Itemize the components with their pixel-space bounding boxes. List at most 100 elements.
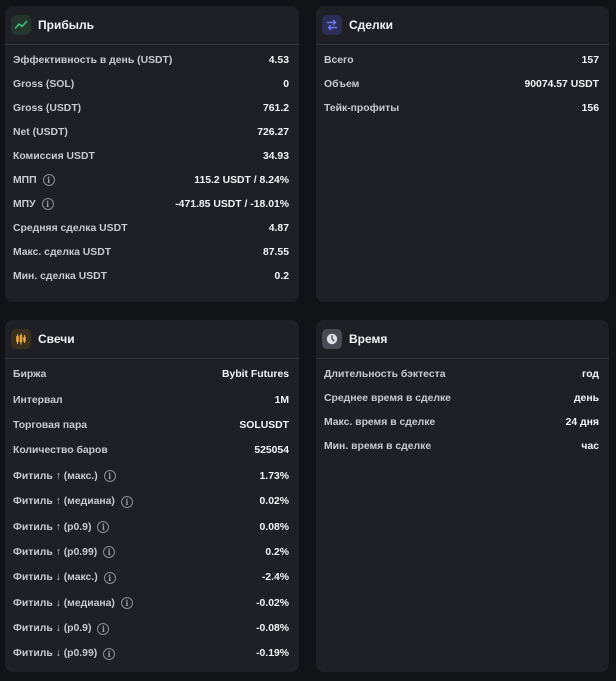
- time-stat-row: Макс. время в сделке 24 дня: [316, 410, 609, 434]
- candles-rows: Биржа Bybit Futures Интервал 1M Торговая пар…: [5, 359, 299, 667]
- profit-stat-row: Комиссия USDT 34.93: [5, 144, 299, 168]
- deals-stat-value: 157: [581, 54, 599, 66]
- time-stat-value: год: [582, 368, 599, 380]
- candles-stat-label-text: Интервал: [13, 394, 63, 406]
- profit-stat-row: Мин. сделка USDT 0.2: [5, 264, 299, 288]
- profit-stat-label: МПП i: [13, 174, 55, 186]
- info-icon[interactable]: i: [97, 521, 110, 534]
- profit-stat-row: Эффективность в день (USDT) 4.53: [5, 48, 299, 72]
- profit-stat-row: Gross (SOL) 0: [5, 72, 299, 96]
- profit-stat-value: 726.27: [257, 126, 289, 138]
- candles-stat-value: -0.08%: [256, 623, 289, 635]
- info-icon[interactable]: i: [103, 546, 116, 559]
- candles-stat-label: Торговая пара: [13, 420, 87, 431]
- time-stat-value: час: [581, 440, 599, 452]
- candles-stat-value: 1.73%: [259, 470, 289, 482]
- profit-stat-label-text: Эффективность в день (USDT): [13, 54, 173, 66]
- info-icon[interactable]: i: [120, 495, 133, 508]
- deals-stat-row: Всего 157: [316, 48, 609, 72]
- deals-stat-label-text: Всего: [324, 54, 354, 66]
- profit-stat-row: Gross (USDT) 761.2: [5, 96, 299, 120]
- profit-stat-value: 0.2: [274, 270, 289, 282]
- deals-stat-label-text: Тейк-профиты: [324, 102, 400, 114]
- info-icon[interactable]: i: [97, 622, 110, 635]
- profit-stat-row: МПП i 115.2 USDT / 8.24%: [5, 168, 299, 192]
- candles-stat-row: Фитиль ↓ (макс.) i -2.4%: [5, 565, 299, 590]
- candles-card-header: Свечи: [5, 320, 299, 359]
- candles-stat-label: Интервал: [13, 395, 63, 406]
- candles-stat-value: -2.4%: [261, 572, 289, 584]
- deals-rows: Всего 157 Объем 90074.57 USDT Тейк-профиты 15…: [316, 45, 609, 120]
- time-card-title: Время: [349, 332, 388, 346]
- time-rows: Длительность бэктеста год Среднее время в …: [316, 359, 609, 458]
- candles-stat-value: -0.02%: [256, 597, 289, 609]
- profit-stat-label: МПУ i: [13, 198, 54, 210]
- profit-stat-label-text: Net (USDT): [13, 126, 68, 138]
- time-stat-label: Мин. время в сделке: [324, 441, 431, 452]
- profit-stat-value: 4.87: [268, 222, 289, 234]
- info-icon[interactable]: i: [42, 174, 55, 186]
- info-icon[interactable]: i: [103, 571, 116, 584]
- candles-stat-value: SOLUSDT: [239, 419, 289, 431]
- info-icon[interactable]: i: [41, 198, 54, 210]
- deals-stat-row: Объем 90074.57 USDT: [316, 72, 609, 96]
- profit-stat-label: Комиссия USDT: [13, 151, 95, 162]
- time-stat-label: Среднее время в сделке: [324, 393, 451, 404]
- candles-stat-label: Фитиль ↑ (p0.9) i: [13, 521, 110, 534]
- candles-stat-label-text: Фитиль ↑ (медиана): [13, 496, 115, 508]
- candles-stat-label: Фитиль ↓ (p0.9) i: [13, 622, 110, 635]
- info-icon[interactable]: i: [103, 470, 116, 483]
- time-stat-row: Среднее время в сделке день: [316, 386, 609, 410]
- time-card: Время Длительность бэктеста год Среднее вр…: [316, 320, 609, 672]
- candles-stat-row: Торговая пара SOLUSDT: [5, 413, 299, 438]
- candles-stat-row: Количество баров 525054: [5, 438, 299, 463]
- profit-stat-label-text: Макс. сделка USDT: [13, 246, 112, 258]
- candles-stat-label-text: Фитиль ↓ (p0.99): [13, 648, 98, 660]
- candles-card: Свечи Биржа Bybit Futures Интервал 1M Торгов…: [5, 320, 299, 672]
- candles-stat-value: Bybit Futures: [222, 369, 289, 381]
- candles-stat-row: Фитиль ↑ (p0.99) i 0.2%: [5, 540, 299, 565]
- candles-stat-label-text: Фитиль ↑ (p0.99): [13, 546, 98, 558]
- profit-stat-label-text: Gross (USDT): [13, 102, 82, 114]
- swap-arrows-icon: [322, 15, 342, 35]
- profit-stat-value: 761.2: [262, 102, 289, 114]
- profit-card-header: Прибыль: [5, 6, 299, 45]
- candles-stat-label: Фитиль ↑ (p0.99) i: [13, 546, 116, 559]
- profit-stat-label: Средняя сделка USDT: [13, 223, 127, 234]
- candles-stat-row: Интервал 1M: [5, 387, 299, 412]
- candles-stat-row: Фитиль ↑ (макс.) i 1.73%: [5, 464, 299, 489]
- candles-stat-label: Фитиль ↑ (макс.) i: [13, 470, 116, 483]
- candles-stat-label-text: Торговая пара: [13, 419, 88, 431]
- candles-stat-label-text: Фитиль ↑ (макс.): [13, 470, 98, 482]
- candles-stat-label: Биржа: [13, 369, 46, 380]
- profit-stat-row: Средняя сделка USDT 4.87: [5, 216, 299, 240]
- deals-card: Сделки Всего 157 Объем 90074.57 USDT Тейк-пр…: [316, 6, 609, 302]
- deals-card-header: Сделки: [316, 6, 609, 45]
- profit-stat-label-text: МПП: [13, 174, 37, 186]
- candles-stat-label-text: Биржа: [13, 369, 47, 381]
- candles-stat-value: 0.2%: [265, 546, 289, 558]
- profit-stat-label: Gross (SOL): [13, 79, 74, 90]
- profit-stat-row: Net (USDT) 726.27: [5, 120, 299, 144]
- profit-stat-label: Эффективность в день (USDT): [13, 55, 172, 66]
- candlestick-icon: [11, 329, 31, 349]
- time-stat-label: Макс. время в сделке: [324, 417, 435, 428]
- candles-stat-label: Фитиль ↓ (макс.) i: [13, 571, 116, 584]
- candles-card-title: Свечи: [38, 332, 75, 346]
- deals-stat-value: 90074.57 USDT: [524, 78, 599, 90]
- candles-stat-value: 525054: [254, 445, 289, 457]
- profit-stat-label: Net (USDT): [13, 127, 68, 138]
- candles-stat-label-text: Фитиль ↓ (макс.): [13, 572, 98, 584]
- info-icon[interactable]: i: [103, 647, 116, 660]
- info-icon[interactable]: i: [120, 597, 133, 610]
- profit-stat-value: -471.85 USDT / -18.01%: [175, 198, 289, 210]
- candles-stat-label: Количество баров: [13, 445, 108, 456]
- candles-stat-row: Фитиль ↓ (медиана) i -0.02%: [5, 591, 299, 616]
- deals-stat-value: 156: [581, 102, 599, 114]
- deals-stat-label: Всего: [324, 55, 354, 66]
- candles-stat-row: Фитиль ↓ (p0.99) i -0.19%: [5, 641, 299, 666]
- candles-stat-label: Фитиль ↓ (медиана) i: [13, 597, 133, 610]
- candles-stat-label-text: Количество баров: [13, 445, 108, 457]
- profit-stat-value: 115.2 USDT / 8.24%: [194, 174, 289, 186]
- candles-stat-label: Фитиль ↑ (медиана) i: [13, 495, 133, 508]
